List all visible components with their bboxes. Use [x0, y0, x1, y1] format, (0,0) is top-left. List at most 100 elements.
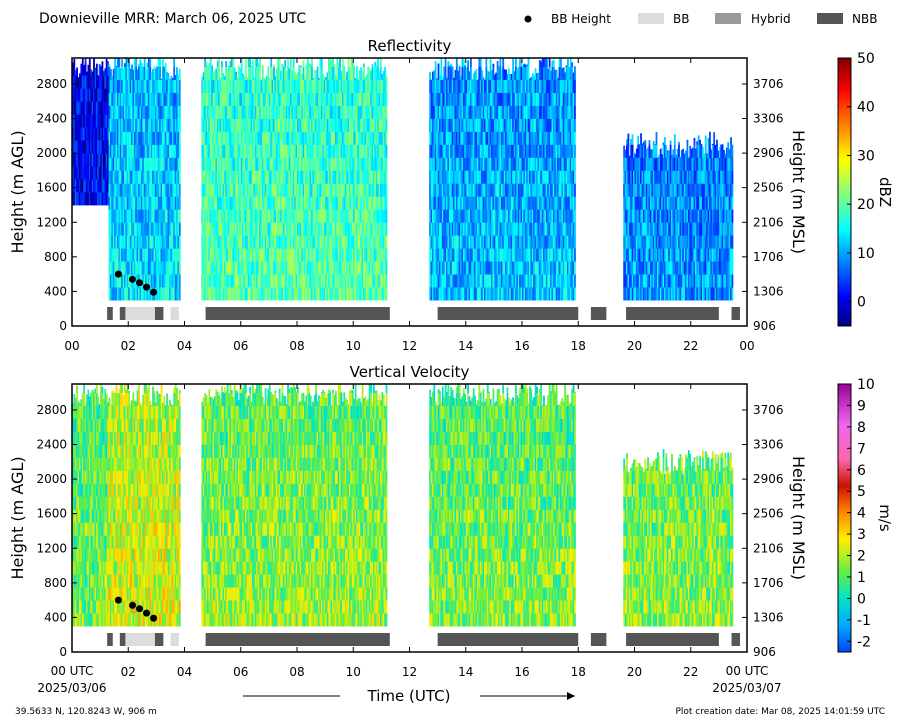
- heatmap-cell: [136, 222, 139, 236]
- heatmap-cell: [170, 105, 173, 119]
- heatmap-cell: [207, 131, 209, 145]
- heatmap-cell: [212, 183, 215, 197]
- heatmap-cell: [171, 144, 174, 158]
- heatmap-cell: [177, 209, 180, 223]
- heatmap-cell: [142, 144, 145, 158]
- heatmap-cell: [150, 157, 153, 171]
- heatmap-cell: [77, 114, 80, 128]
- heatmap-cell: [125, 287, 128, 301]
- heatmap-cell: [135, 196, 138, 210]
- heatmap-cell: [169, 183, 171, 197]
- heatmap-cell: [162, 274, 164, 288]
- heatmap-cell: [87, 127, 90, 141]
- heatmap-cell: [108, 222, 111, 236]
- heatmap-cell: [385, 287, 388, 301]
- heatmap-cell: [88, 153, 91, 167]
- heatmap-cell: [117, 248, 119, 262]
- heatmap-cell: [84, 75, 87, 89]
- heatmap-cell: [167, 73, 170, 81]
- heatmap-cell: [87, 192, 90, 206]
- heatmap-cell: [150, 222, 153, 236]
- heatmap-cell: [160, 170, 163, 184]
- heatmap-cell: [207, 274, 209, 288]
- heatmap-cell: [156, 79, 159, 93]
- heatmap-cell: [211, 183, 214, 197]
- heatmap-cell: [121, 105, 124, 119]
- heatmap-cell: [173, 118, 176, 132]
- heatmap-cell: [211, 66, 214, 81]
- heatmap-cell: [101, 153, 104, 167]
- heatmap-cell: [174, 248, 177, 262]
- heatmap-cell: [98, 127, 101, 141]
- heatmap-cell: [107, 61, 109, 63]
- heatmap-cell: [152, 144, 154, 158]
- heatmap-cell: [74, 114, 77, 128]
- heatmap-cell: [150, 261, 153, 275]
- heatmap-cell: [218, 92, 221, 106]
- heatmap-cell: [101, 114, 104, 128]
- heatmap-cell: [343, 65, 346, 68]
- heatmap-cell: [128, 58, 131, 68]
- heatmap-cell: [88, 62, 91, 76]
- heatmap-cell: [218, 144, 221, 158]
- heatmap-cell: [129, 92, 132, 106]
- heatmap-cell: [434, 61, 437, 68]
- heatmap-cell: [205, 209, 208, 223]
- heatmap-cell: [292, 58, 295, 68]
- heatmap-cell: [118, 287, 121, 301]
- heatmap-cell: [146, 66, 149, 81]
- heatmap-cell: [91, 140, 94, 154]
- heatmap-cell: [211, 105, 214, 119]
- heatmap-cell: [167, 209, 170, 223]
- heatmap-cell: [163, 196, 166, 210]
- heatmap-cell: [109, 274, 112, 288]
- heatmap-cell: [135, 79, 138, 93]
- heatmap-cell: [205, 222, 208, 236]
- heatmap-cell: [163, 261, 166, 275]
- heatmap-cell: [154, 209, 157, 223]
- heatmap-cell: [173, 222, 176, 236]
- heatmap-cell: [112, 92, 115, 106]
- heatmap-cell: [90, 69, 93, 76]
- heatmap-cell: [132, 105, 135, 119]
- heatmap-cell: [173, 58, 176, 68]
- heatmap-cell: [176, 235, 178, 249]
- heatmap-cell: [135, 183, 138, 197]
- heatmap-cell: [221, 170, 223, 184]
- heatmap-cell: [170, 209, 173, 223]
- heatmap-cell: [145, 209, 147, 223]
- heatmap-cell: [117, 118, 119, 132]
- heatmap-cell: [371, 63, 374, 68]
- heatmap-cell: [219, 77, 222, 81]
- heatmap-cell: [132, 196, 135, 210]
- heatmap-cell: [135, 222, 138, 236]
- heatmap-cell: [202, 274, 205, 288]
- heatmap-cell: [118, 196, 121, 210]
- heatmap-cell: [84, 153, 87, 167]
- heatmap-cell: [139, 183, 142, 197]
- heatmap-cell: [143, 287, 146, 301]
- heatmap-cell: [101, 101, 104, 115]
- heatmap-cell: [118, 248, 121, 262]
- heatmap-cell: [385, 144, 388, 158]
- heatmap-cell: [218, 274, 221, 288]
- heatmap-cell: [129, 144, 132, 158]
- heatmap-cell: [72, 88, 74, 102]
- heatmap-cell: [152, 261, 154, 275]
- heatmap-cell: [167, 196, 170, 210]
- heatmap-cell: [126, 118, 129, 132]
- heatmap-cell: [451, 66, 454, 68]
- heatmap-cell: [129, 235, 132, 249]
- heatmap-cell: [174, 261, 177, 275]
- heatmap-cell: [171, 79, 174, 93]
- heatmap-cell: [143, 79, 146, 93]
- heatmap-cell: [162, 131, 164, 145]
- heatmap-cell: [156, 66, 159, 68]
- heatmap-cell: [152, 235, 154, 249]
- heatmap-cell: [111, 118, 114, 132]
- heatmap-cell: [174, 170, 177, 184]
- heatmap-cell: [111, 157, 114, 171]
- heatmap-cell: [112, 274, 115, 288]
- heatmap-cell: [169, 131, 171, 145]
- heatmap-cell: [140, 157, 143, 171]
